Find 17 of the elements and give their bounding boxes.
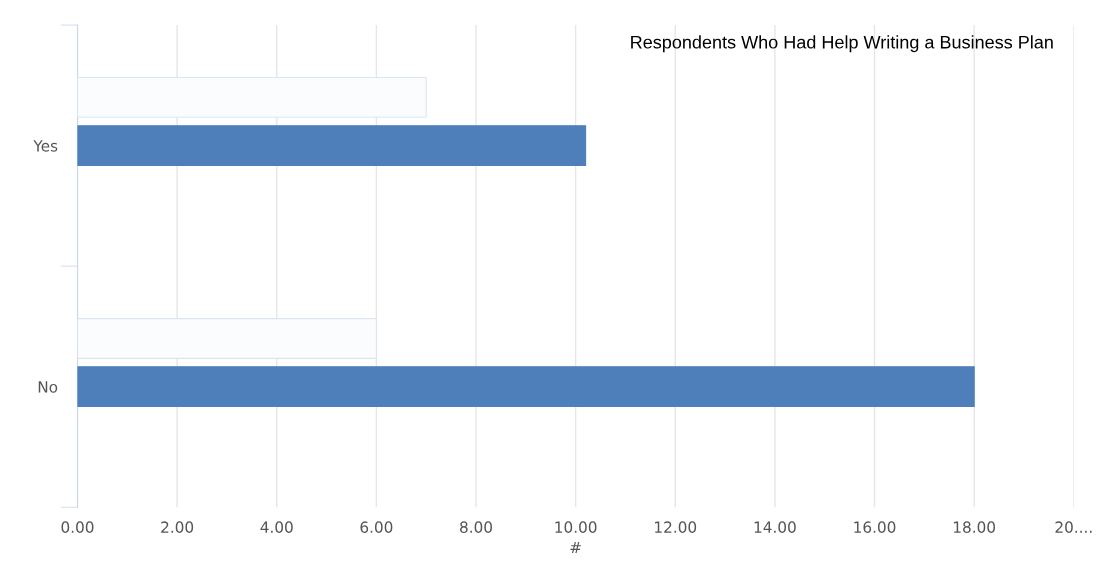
x-tick-label: 10.00 <box>555 521 597 533</box>
x-axis-title: # <box>570 542 581 554</box>
x-tick-label: 20.... <box>1055 521 1092 533</box>
text: Respondents Who Had Help Writing a Business Plan <box>631 35 1053 53</box>
x-tick-label: 0.00 <box>61 521 94 533</box>
bar <box>77 366 975 408</box>
y-tick-label: No <box>38 381 58 393</box>
x-tick-label: 2.00 <box>161 521 194 533</box>
x-tick-label: 18.00 <box>953 521 996 533</box>
x-tick-label: 6.00 <box>360 521 393 533</box>
x-tick-label: 14.00 <box>754 521 796 533</box>
x-tick-label: 16.00 <box>854 521 896 533</box>
bar <box>77 125 587 167</box>
x-tick-label: 8.00 <box>460 521 492 533</box>
x-tick-label: 4.00 <box>260 521 293 533</box>
x-tick-label: 12.00 <box>655 521 697 533</box>
y-tick-label: Yes <box>33 140 58 152</box>
